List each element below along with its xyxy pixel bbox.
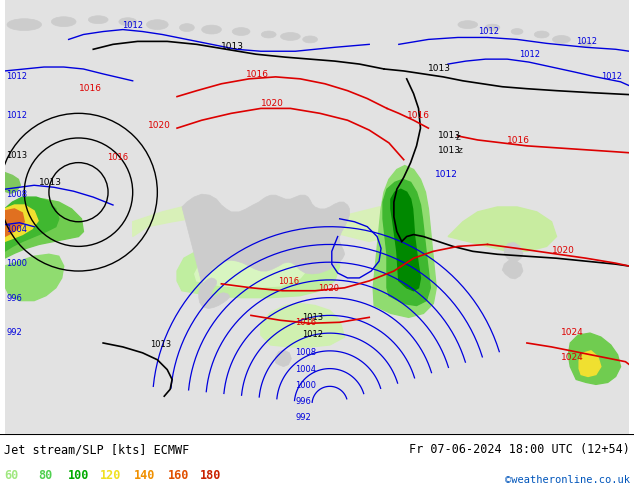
Text: 1012: 1012	[436, 171, 458, 179]
Text: 1000: 1000	[6, 259, 27, 268]
Text: 1012: 1012	[477, 27, 499, 36]
Text: 1013: 1013	[438, 131, 461, 140]
Text: 120: 120	[100, 469, 121, 483]
Text: 1016: 1016	[278, 277, 300, 286]
Ellipse shape	[580, 41, 592, 48]
Text: 1020: 1020	[261, 99, 283, 108]
Ellipse shape	[302, 36, 318, 43]
Text: Z: Z	[458, 148, 463, 154]
Polygon shape	[383, 179, 430, 306]
Text: 1000: 1000	[295, 381, 316, 391]
Text: 100: 100	[68, 469, 89, 483]
Polygon shape	[391, 189, 420, 291]
Ellipse shape	[119, 18, 137, 25]
Ellipse shape	[261, 31, 276, 38]
Polygon shape	[4, 209, 24, 237]
Text: Z: Z	[456, 135, 461, 141]
Text: Jet stream/SLP [kts] ECMWF: Jet stream/SLP [kts] ECMWF	[4, 443, 190, 456]
Text: 1012: 1012	[601, 72, 622, 81]
Ellipse shape	[179, 24, 194, 31]
Ellipse shape	[458, 21, 477, 28]
Ellipse shape	[485, 24, 500, 31]
Ellipse shape	[88, 16, 108, 24]
Text: 992: 992	[295, 413, 311, 422]
Text: 1012: 1012	[122, 21, 143, 29]
Polygon shape	[4, 199, 84, 258]
Ellipse shape	[90, 17, 106, 23]
Polygon shape	[4, 254, 63, 300]
Ellipse shape	[232, 27, 250, 35]
Text: 1004: 1004	[6, 224, 27, 234]
Text: 180: 180	[200, 469, 221, 483]
Text: 1020: 1020	[552, 246, 574, 255]
Text: 1020: 1020	[148, 121, 171, 130]
Text: 1016: 1016	[246, 70, 269, 79]
Polygon shape	[504, 243, 523, 261]
Polygon shape	[448, 207, 557, 251]
Polygon shape	[568, 333, 621, 384]
Text: 996: 996	[295, 397, 311, 406]
Polygon shape	[502, 260, 523, 279]
Text: 60: 60	[4, 469, 18, 483]
Polygon shape	[373, 166, 436, 318]
Text: 1013: 1013	[302, 313, 323, 322]
Text: 1004: 1004	[295, 365, 316, 373]
Text: 1016: 1016	[107, 153, 128, 162]
Ellipse shape	[534, 31, 549, 38]
Text: ©weatheronline.co.uk: ©weatheronline.co.uk	[505, 475, 630, 485]
Text: 1012: 1012	[519, 50, 540, 59]
Polygon shape	[4, 172, 20, 193]
Text: 1012: 1012	[576, 37, 597, 47]
Ellipse shape	[280, 32, 301, 40]
Text: 1024: 1024	[562, 353, 584, 362]
Text: 996: 996	[6, 294, 22, 303]
Text: 1016: 1016	[295, 318, 316, 327]
Polygon shape	[4, 197, 59, 251]
Text: 1008: 1008	[6, 190, 28, 199]
Text: 80: 80	[38, 469, 52, 483]
Text: 1012: 1012	[302, 330, 323, 339]
Text: 1016: 1016	[79, 84, 101, 93]
Text: 1016: 1016	[406, 111, 430, 120]
Text: 1008: 1008	[295, 348, 316, 357]
Polygon shape	[177, 235, 340, 297]
Text: 1013: 1013	[438, 146, 461, 155]
Text: 1012: 1012	[6, 72, 27, 81]
Text: 1020: 1020	[318, 284, 339, 293]
Text: 1024: 1024	[562, 328, 584, 337]
Text: 1012: 1012	[6, 111, 27, 120]
Text: Fr 07-06-2024 18:00 UTC (12+54): Fr 07-06-2024 18:00 UTC (12+54)	[409, 443, 630, 456]
Polygon shape	[276, 350, 292, 367]
Text: 1016: 1016	[507, 136, 530, 145]
Polygon shape	[4, 205, 38, 242]
Ellipse shape	[51, 17, 76, 26]
Ellipse shape	[54, 18, 74, 25]
Polygon shape	[579, 351, 601, 376]
Ellipse shape	[7, 19, 42, 30]
Polygon shape	[195, 244, 310, 288]
Text: 1013: 1013	[221, 42, 244, 51]
Ellipse shape	[202, 25, 221, 34]
Ellipse shape	[511, 28, 523, 34]
Text: 1013: 1013	[6, 151, 28, 160]
Polygon shape	[182, 194, 349, 309]
Text: 1013: 1013	[429, 64, 451, 73]
Ellipse shape	[553, 35, 571, 44]
Ellipse shape	[460, 22, 476, 27]
Text: 1013: 1013	[150, 340, 172, 349]
Text: 992: 992	[6, 328, 22, 337]
Polygon shape	[261, 304, 345, 347]
Text: 140: 140	[134, 469, 155, 483]
Text: 160: 160	[168, 469, 190, 483]
Ellipse shape	[10, 20, 39, 29]
Ellipse shape	[146, 20, 168, 29]
Text: 1013: 1013	[39, 178, 62, 187]
Polygon shape	[133, 207, 418, 242]
